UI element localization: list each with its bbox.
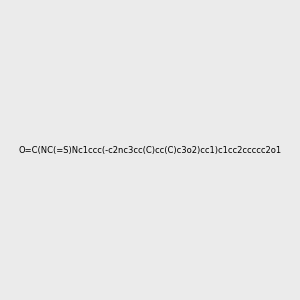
Text: O=C(NC(=S)Nc1ccc(-c2nc3cc(C)cc(C)c3o2)cc1)c1cc2ccccc2o1: O=C(NC(=S)Nc1ccc(-c2nc3cc(C)cc(C)c3o2)cc… <box>18 146 282 154</box>
